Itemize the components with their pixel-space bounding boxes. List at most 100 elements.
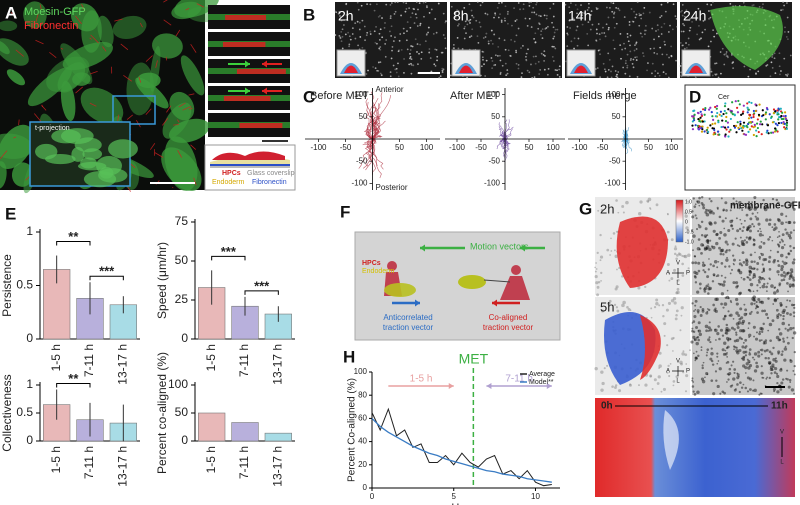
illustration (509, 54, 512, 57)
x-tick-label: 7-11 h (237, 344, 251, 377)
illustration (576, 44, 579, 47)
illustration (788, 236, 792, 240)
illustration (740, 242, 745, 246)
illustration (694, 124, 697, 127)
illustration (735, 124, 738, 127)
illustration (726, 329, 729, 333)
illustration (748, 278, 752, 282)
illustration (760, 133, 763, 136)
illustration (759, 326, 763, 331)
illustration (356, 20, 359, 23)
illustration (429, 57, 432, 59)
illustration (679, 10, 682, 13)
illustration (587, 2, 590, 5)
illustration (791, 336, 794, 340)
illustration (510, 39, 513, 41)
illustration (384, 43, 387, 45)
illustration (733, 339, 737, 343)
illustration (766, 108, 769, 111)
illustration (39, 22, 44, 26)
illustration (365, 73, 368, 75)
track (368, 138, 377, 175)
significance-bracket (244, 290, 279, 295)
illustration (696, 33, 699, 36)
illustration (763, 309, 767, 313)
illustration (774, 122, 777, 125)
illustration (663, 40, 666, 43)
illustration (783, 122, 786, 125)
illustration (694, 275, 697, 279)
illustration (591, 23, 594, 26)
illustration (612, 39, 615, 42)
illustration (597, 209, 600, 212)
y-tick-label: 50 (491, 112, 500, 121)
illustration (524, 17, 527, 20)
illustration (702, 19, 705, 22)
illustration (727, 228, 731, 233)
stain-label: membrane-GFP (730, 201, 800, 212)
y-tick-label: 100 (487, 90, 501, 99)
illustration (670, 55, 673, 58)
illustration (595, 6, 598, 9)
x-tick-label: 50 (395, 143, 404, 152)
illustration (778, 284, 781, 287)
illustration (396, 1, 399, 4)
illustration (513, 40, 516, 43)
illustration (627, 307, 631, 311)
illustration (405, 39, 408, 42)
illustration (707, 45, 710, 48)
illustration (676, 287, 680, 291)
illustration (598, 33, 601, 36)
illustration (596, 251, 599, 255)
illustration (409, 16, 412, 19)
illustration (387, 261, 397, 271)
illustration (702, 108, 705, 111)
illustration (780, 212, 784, 216)
illustration (428, 51, 431, 54)
illustration (391, 49, 393, 52)
x-tick-label: 1-5 h (49, 344, 63, 371)
illustration (389, 71, 392, 73)
illustration (774, 127, 777, 130)
illustration (694, 356, 698, 359)
illustration (760, 230, 762, 233)
illustration (737, 269, 741, 273)
illustration (617, 71, 620, 73)
illustration (684, 214, 688, 218)
illustration (456, 36, 459, 39)
illustration (752, 298, 756, 302)
illustration (334, 34, 337, 36)
illustration (439, 75, 442, 78)
illustration (539, 69, 542, 71)
illustration (634, 56, 637, 59)
illustration (732, 61, 735, 64)
illustration (494, 54, 497, 57)
illustration (762, 342, 766, 345)
illustration (615, 285, 619, 289)
illustration (717, 282, 720, 285)
illustration (614, 386, 617, 389)
illustration (351, 33, 354, 35)
illustration (744, 202, 746, 205)
illustration (727, 310, 730, 313)
track (504, 138, 510, 152)
illustration (486, 13, 489, 16)
illustration (612, 2, 615, 5)
illustration (487, 42, 490, 45)
illustration (780, 121, 783, 125)
illustration (525, 52, 528, 55)
illustration (792, 326, 795, 330)
x-tick-label: 13-17 h (116, 344, 130, 385)
illustration (705, 208, 708, 212)
illustration (675, 309, 679, 313)
illustration (751, 223, 754, 226)
illustration (581, 11, 584, 14)
illustration (781, 260, 784, 263)
illustration (626, 32, 629, 35)
illustration (381, 36, 384, 39)
illustration (734, 346, 737, 349)
illustration (741, 129, 744, 132)
illustration (566, 26, 569, 28)
illustration (90, 34, 99, 44)
illustration (629, 44, 631, 47)
